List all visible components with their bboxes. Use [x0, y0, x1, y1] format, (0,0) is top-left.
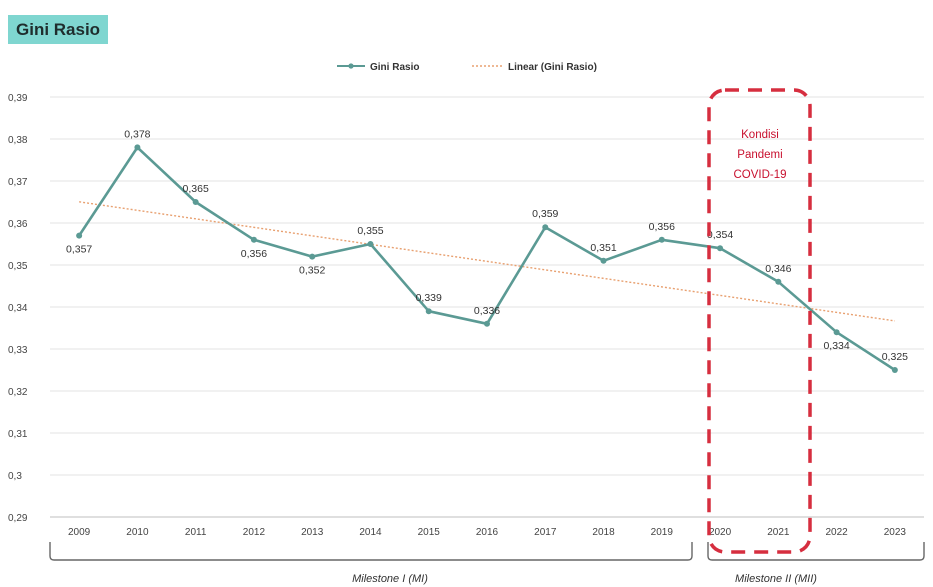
legend-series-marker [348, 63, 354, 69]
milestone-1-label: Milestone I (MI) [352, 573, 428, 585]
data-point [367, 241, 374, 247]
x-tick-label: 2016 [476, 527, 499, 538]
data-point [309, 253, 316, 260]
y-tick-label: 0,36 [8, 219, 28, 230]
y-tick-label: 0,39 [8, 93, 28, 104]
x-tick-label: 2009 [68, 527, 91, 538]
data-label: 0,334 [823, 340, 849, 352]
milestone-1-bracket [49, 542, 693, 561]
data-label: 0,378 [124, 128, 150, 140]
x-tick-label: 2020 [709, 527, 732, 538]
data-labels: 0,357 0,378 0,365 0,356 0,352 0,355 0,339 0,336… [66, 128, 908, 363]
x-tick-label: 2018 [592, 527, 615, 538]
data-label: 0,346 [765, 263, 791, 275]
y-tick-label: 0,38 [8, 135, 28, 146]
data-label: 0,339 [416, 292, 442, 304]
data-point [192, 199, 199, 205]
data-point [250, 236, 257, 243]
data-point [600, 257, 607, 264]
data-label: 0,354 [707, 229, 733, 241]
y-tick-label: 0,37 [8, 177, 28, 188]
data-point [775, 278, 782, 285]
data-point [134, 144, 141, 151]
y-axis-ticks: 0,29 0,3 0,31 0,32 0,33 0,34 0,35 0,36 0,37 0,38 0… [8, 93, 28, 524]
x-tick-label: 2010 [126, 527, 149, 538]
data-point [833, 329, 840, 336]
annotation-line-3: COVID-19 [733, 169, 786, 181]
y-tick-label: 0,35 [8, 261, 28, 272]
x-axis-ticks: 2009 2010 2011 2012 2013 2014 2015 2016 2017 2018… [68, 527, 906, 538]
legend-trend-label: Linear (Gini Rasio) [508, 62, 597, 73]
y-tick-label: 0,32 [8, 387, 28, 398]
legend: Gini Rasio Linear (Gini Rasio) [337, 62, 597, 73]
milestone-2-label: Milestone II (MII) [735, 573, 817, 585]
data-point [76, 232, 83, 239]
data-point [658, 236, 665, 243]
covid-highlight-box [707, 88, 812, 554]
x-tick-label: 2015 [418, 527, 441, 538]
x-tick-label: 2011 [185, 527, 207, 538]
data-label: 0,355 [357, 225, 383, 237]
data-label: 0,325 [882, 351, 908, 363]
trend-line-group [79, 201, 895, 322]
y-tick-label: 0,3 [8, 471, 22, 482]
data-point [542, 224, 549, 231]
x-tick-label: 2012 [243, 527, 266, 538]
data-label: 0,336 [474, 305, 500, 317]
data-label: 0,359 [532, 208, 558, 220]
data-label: 0,357 [66, 244, 92, 256]
trend-line [79, 201, 895, 322]
data-label: 0,352 [299, 265, 325, 277]
annotation-line-2: Pandemi [737, 149, 782, 161]
data-point [891, 367, 898, 373]
data-label: 0,356 [241, 248, 267, 260]
y-tick-label: 0,31 [8, 429, 28, 440]
series-line-group [76, 144, 898, 373]
data-point [425, 308, 432, 315]
x-tick-label: 2017 [534, 527, 557, 538]
data-point [484, 320, 490, 327]
data-label: 0,351 [590, 242, 616, 254]
x-tick-label: 2013 [301, 527, 324, 538]
y-tick-label: 0,33 [8, 345, 28, 356]
data-label: 0,356 [649, 221, 675, 233]
data-label: 0,365 [183, 183, 209, 195]
y-tick-label: 0,29 [8, 513, 28, 524]
y-tick-label: 0,34 [8, 303, 28, 314]
x-tick-label: 2014 [359, 527, 382, 538]
x-tick-label: 2023 [884, 527, 907, 538]
x-tick-label: 2019 [651, 527, 674, 538]
chart-title: Gini Rasio [8, 15, 109, 44]
annotation-line-1: Kondisi [741, 129, 779, 141]
data-point [717, 245, 724, 252]
legend-series-label: Gini Rasio [370, 62, 419, 73]
milestone-2-bracket [707, 542, 925, 561]
x-tick-label: 2022 [825, 527, 848, 538]
x-tick-label: 2021 [767, 527, 790, 538]
